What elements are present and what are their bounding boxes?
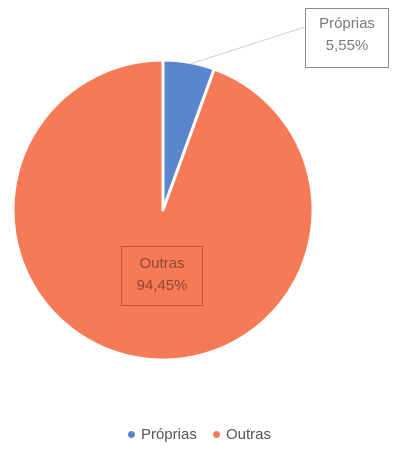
legend-item-proprias: Próprias — [127, 426, 197, 443]
label-leader-line-proprias — [189, 26, 306, 65]
legend-swatch-outras — [213, 430, 220, 438]
data-label-proprias-name: Próprias — [319, 15, 375, 32]
legend-swatch-proprias — [127, 430, 135, 438]
legend-label-proprias: Próprias — [140, 426, 197, 443]
data-label-outras: Outras 94,45% — [121, 246, 203, 306]
pie-slices — [11, 58, 315, 362]
legend-item-outras: Outras — [213, 426, 271, 443]
pie-slice-outras — [11, 58, 315, 362]
legend-label-outras: Outras — [226, 426, 272, 443]
data-label-proprias: Próprias 5,55% — [305, 8, 389, 68]
legend: Próprias Outras — [0, 426, 399, 443]
data-label-proprias-value: 5,55% — [325, 37, 369, 54]
data-label-outras-name: Outras — [139, 255, 185, 272]
data-label-outras-value: 94,45% — [136, 277, 188, 294]
